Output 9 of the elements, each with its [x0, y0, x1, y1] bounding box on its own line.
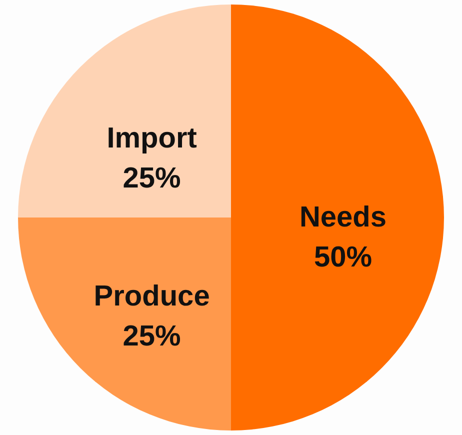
pie-slice	[18, 4, 231, 218]
data-label: 25%	[122, 320, 182, 353]
slice-label: Import	[106, 122, 198, 154]
pie-slice	[18, 218, 231, 430]
pie-slice	[231, 4, 444, 430]
data-label: 25%	[122, 162, 182, 194]
data-label: 50%	[314, 242, 372, 274]
slice-label: Produce	[94, 280, 210, 313]
slice-label: Needs	[299, 202, 387, 234]
